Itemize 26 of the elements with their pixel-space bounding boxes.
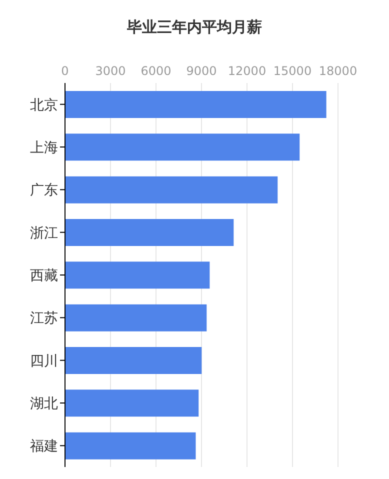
bar [65,219,234,246]
x-tick-label: 3000 [95,64,126,78]
bar [65,432,196,460]
x-tick-label: 12000 [228,64,266,78]
chart-title: 毕业三年内平均月薪 [126,18,263,37]
bar [65,91,326,118]
x-tick-label: 18000 [318,64,358,78]
x-tick-label: 0 [61,64,69,78]
bar [65,390,199,417]
y-tick-label: 江苏 [30,310,58,327]
x-tick-label: 6000 [140,64,172,78]
y-tick-label: 四川 [30,353,58,370]
y-tick-label: 湖北 [30,396,58,412]
bar [65,134,300,161]
x-tick-label: 9000 [186,64,217,78]
y-tick-label: 福建 [30,438,58,455]
y-tick-label: 北京 [30,97,58,114]
bar [65,304,207,332]
bar [65,347,202,374]
y-tick-label: 上海 [30,140,58,156]
bar [65,262,210,289]
y-tick-label: 广东 [30,182,58,199]
y-tick-label: 西藏 [30,268,58,284]
x-tick-label: 15000 [273,64,312,78]
y-tick-label: 浙江 [30,225,58,242]
bar [65,176,278,204]
